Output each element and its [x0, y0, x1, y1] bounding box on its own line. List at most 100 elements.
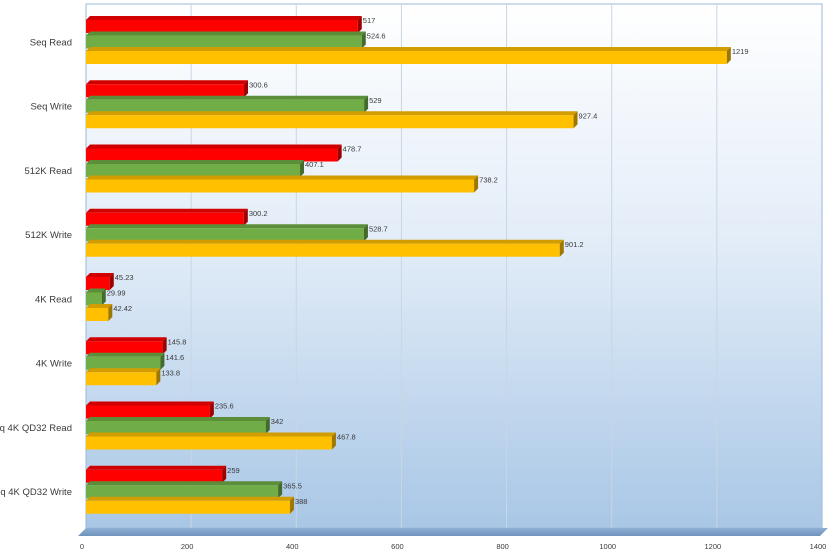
bar-top-face — [86, 465, 227, 470]
bar-top-face — [86, 160, 305, 164]
bar — [86, 111, 578, 129]
x-tick-label: 1400 — [810, 542, 827, 551]
category-label: Seq 4K QD32 Read — [0, 423, 72, 434]
bar-front-face — [86, 485, 279, 499]
bar-side-face — [244, 80, 249, 98]
bar-top-face — [86, 175, 479, 180]
bar-value-label: 738.2 — [479, 176, 498, 185]
bar — [86, 160, 305, 177]
bar — [86, 465, 227, 483]
bar — [86, 352, 165, 370]
bar-front-face — [86, 292, 102, 306]
bar-side-face — [109, 273, 114, 290]
bar — [86, 31, 366, 49]
bar-value-label: 133.8 — [161, 368, 180, 377]
bar — [86, 432, 336, 450]
bar-front-face — [86, 308, 109, 321]
bar-side-face — [364, 95, 369, 113]
bar-front-face — [86, 164, 301, 177]
bar-side-face — [726, 47, 731, 64]
bar-value-label: 524.6 — [367, 32, 386, 41]
bar-front-face — [86, 405, 210, 419]
bar-value-label: 467.8 — [337, 433, 356, 442]
bar-side-face — [209, 401, 214, 419]
x-axis-ticks: 0 200 400 600 800 1000 1200 1400 — [80, 542, 826, 551]
bar-front-face — [86, 356, 161, 370]
bar — [86, 288, 106, 306]
bar-value-label: 145.8 — [168, 337, 187, 346]
bar-front-face — [86, 341, 163, 355]
x-tick-label: 0 — [80, 542, 84, 551]
bar-value-label: 141.6 — [165, 353, 184, 362]
bar-value-label: 365.5 — [283, 481, 302, 490]
bar — [86, 208, 248, 226]
bar-front-face — [86, 212, 244, 226]
x-tick-label: 600 — [391, 542, 404, 551]
bar-front-face — [86, 179, 475, 193]
bar-front-face — [86, 35, 362, 49]
bar-side-face — [156, 368, 161, 386]
bar-top-face — [86, 481, 283, 486]
bar-front-face — [86, 277, 110, 290]
bar — [86, 481, 283, 499]
x-tick-label: 1000 — [599, 542, 616, 551]
bar-value-label: 1219 — [732, 47, 749, 56]
bar-value-label: 529 — [369, 96, 382, 105]
bar-front-face — [86, 84, 245, 98]
bar-top-face — [86, 224, 368, 229]
bar-side-face — [278, 481, 283, 499]
bar-top-face — [86, 208, 248, 213]
bar — [86, 239, 564, 257]
bar-top-face — [86, 239, 564, 244]
bar-value-label: 901.2 — [565, 240, 584, 249]
bar-value-label: 45.23 — [115, 273, 134, 282]
bar-front-face — [86, 228, 364, 242]
bar-side-face — [363, 224, 368, 242]
bar — [86, 175, 479, 193]
bar-front-face — [86, 421, 266, 434]
bar-top-face — [86, 352, 165, 357]
bar — [86, 144, 342, 162]
bar-front-face — [86, 148, 338, 162]
bar-side-face — [331, 432, 336, 450]
bar-side-face — [474, 175, 479, 193]
bar-front-face — [86, 20, 358, 33]
bar-side-face — [300, 160, 305, 177]
category-label: 4K Read — [35, 294, 72, 305]
bar — [86, 47, 731, 64]
bar-side-face — [160, 352, 165, 370]
bar-top-face — [86, 496, 294, 501]
bar-side-face — [361, 31, 366, 49]
bar-front-face — [86, 372, 157, 386]
bar — [86, 368, 161, 386]
bar-side-face — [357, 16, 362, 33]
bar-front-face — [86, 51, 727, 64]
bar — [86, 417, 270, 434]
bars: 517 524.6 1219 300.6 529 927.4 478.7 407.1 738.2… — [86, 16, 749, 514]
bar-top-face — [86, 273, 114, 277]
bar-side-face — [573, 111, 578, 129]
bar-side-face — [559, 239, 564, 257]
bar-value-label: 528.7 — [369, 224, 388, 233]
bar-value-label: 235.6 — [215, 402, 234, 411]
bar-side-face — [101, 288, 106, 306]
bar — [86, 304, 113, 321]
x-tick-label: 200 — [181, 542, 194, 551]
bar-value-label: 388 — [295, 497, 308, 506]
bar-value-label: 42.42 — [113, 304, 132, 313]
bar-front-face — [86, 115, 574, 129]
bar-front-face — [86, 469, 223, 483]
bar-front-face — [86, 436, 332, 450]
category-label: 512K Read — [24, 166, 72, 177]
bar-value-label: 300.2 — [249, 209, 268, 218]
bar-top-face — [86, 31, 366, 36]
x-tick-label: 400 — [286, 542, 299, 551]
bar-value-label: 407.1 — [305, 160, 324, 169]
bar-value-label: 259 — [227, 466, 240, 475]
bar-side-face — [337, 144, 342, 162]
bar-top-face — [86, 432, 336, 437]
bar — [86, 224, 368, 242]
bar-top-face — [86, 16, 362, 20]
bar-top-face — [86, 144, 342, 149]
bar-top-face — [86, 288, 106, 293]
